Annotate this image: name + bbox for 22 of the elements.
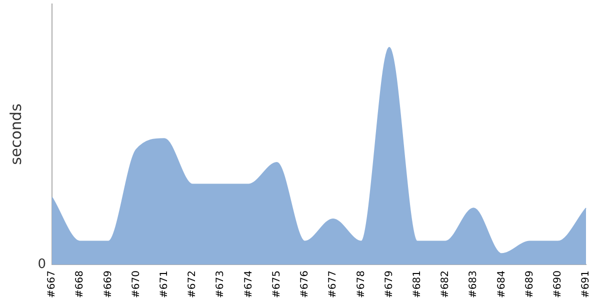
- x-tick-label: #674: [243, 270, 254, 298]
- x-tick-label: #690: [552, 270, 564, 298]
- x-tick-label: #669: [102, 270, 114, 298]
- y-axis-title: seconds: [6, 103, 25, 165]
- x-tick-label: #667: [46, 270, 58, 298]
- x-tick-label: #675: [271, 270, 282, 298]
- x-tick-label: #689: [524, 270, 536, 298]
- x-tick-label: #671: [159, 270, 170, 298]
- text: 0: [38, 256, 46, 272]
- x-tick-label: #681: [412, 270, 423, 298]
- x-tick-label: #677: [328, 270, 339, 298]
- x-tick-label: #683: [468, 270, 480, 298]
- x-tick-label: #679: [384, 270, 395, 298]
- x-tick-label: #682: [440, 270, 452, 298]
- x-tick-label: #668: [74, 270, 86, 298]
- x-tick-label: #670: [130, 270, 142, 298]
- x-tick-label: #691: [580, 270, 592, 298]
- x-tick-label: #676: [300, 270, 311, 298]
- x-tick-label: #673: [215, 270, 226, 298]
- x-tick-label: #684: [496, 270, 508, 298]
- x-tick-label: #672: [187, 270, 198, 298]
- x-tick-label: #678: [356, 270, 367, 298]
